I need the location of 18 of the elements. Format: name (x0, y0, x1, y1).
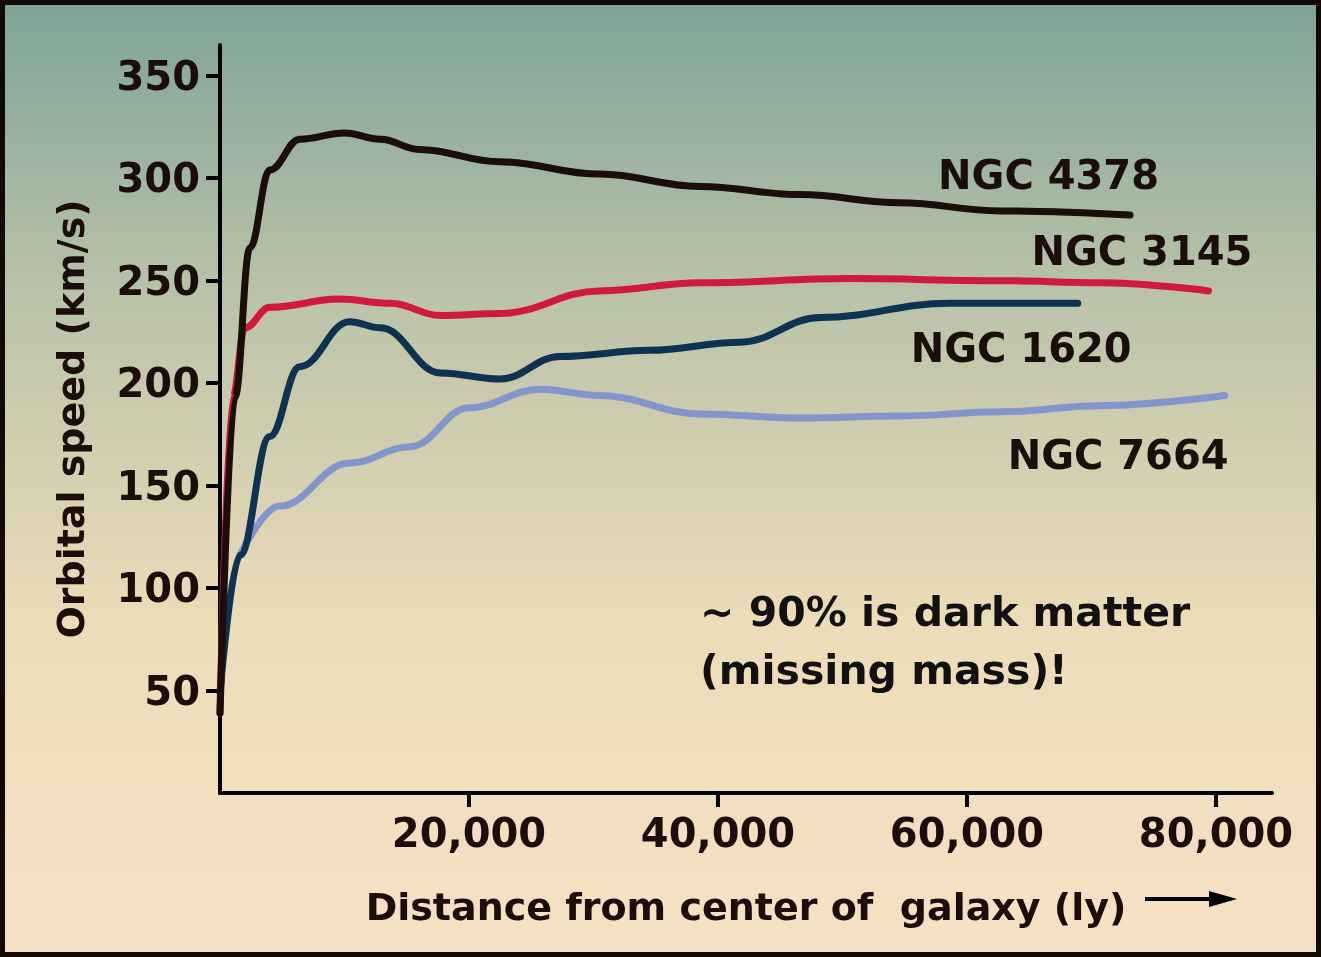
x-axis-title: Distance from center of galaxy (ly) (365, 885, 1127, 929)
series-label: NGC 4378 (938, 152, 1159, 199)
y-tick-label: 100 (116, 565, 200, 612)
y-tick-label: 50 (144, 667, 200, 714)
series-label: NGC 3145 (1031, 227, 1253, 274)
series-label: NGC 1620 (910, 325, 1132, 372)
y-tick-label: 300 (116, 155, 200, 202)
y-axis-title: Orbital speed (km/s) (49, 199, 93, 639)
y-tick-label: 350 (116, 52, 200, 99)
y-tick-label: 250 (116, 257, 200, 304)
y-tick-label: 200 (116, 360, 200, 407)
x-tick-label: 80,000 (1138, 810, 1294, 856)
x-tick-label: 60,000 (889, 810, 1045, 856)
x-tick-label: 40,000 (640, 810, 796, 856)
x-tick-label: 20,000 (391, 810, 547, 856)
annotation: ~ 90% is dark matter (missing mass)! (700, 588, 1191, 694)
y-tick-label: 150 (116, 462, 200, 509)
series-label: NGC 7664 (1007, 432, 1229, 479)
